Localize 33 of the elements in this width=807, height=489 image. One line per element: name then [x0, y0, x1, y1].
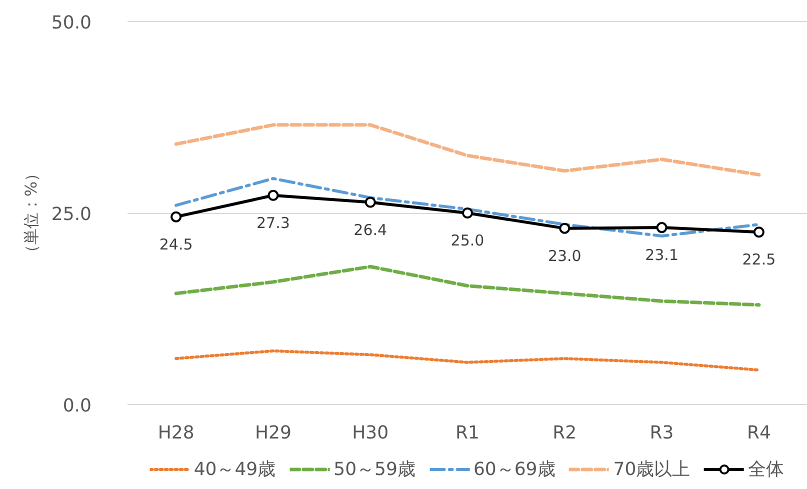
- point: [462, 208, 473, 218]
- line-series: [174, 349, 760, 372]
- legend-label: 60～69歳: [473, 458, 556, 481]
- point: [753, 226, 764, 238]
- x-tick-label: R4: [746, 422, 771, 444]
- data-label: 25.0: [450, 232, 484, 250]
- data-label: 22.5: [742, 250, 776, 269]
- data-label: 24.5: [159, 235, 193, 254]
- x-tick-label: R3: [650, 422, 674, 444]
- legend-label: 40～49歳: [194, 458, 276, 481]
- point: [268, 190, 279, 201]
- x-tick-label: H30: [352, 422, 389, 444]
- y-tick-label: 25.0: [51, 204, 92, 225]
- y-axis-title: （単位：%）: [21, 165, 40, 261]
- x-tick-label: R2: [552, 422, 577, 444]
- x-tick-label: H29: [254, 422, 292, 444]
- y-tick-label: 0.0: [62, 396, 92, 416]
- data-label: 23.0: [548, 246, 582, 265]
- legend-label: 70歳以上: [613, 458, 690, 481]
- point: [656, 222, 668, 234]
- data-label: 26.4: [354, 220, 388, 239]
- point: [559, 222, 570, 234]
- data-label: 27.3: [256, 214, 290, 232]
- data-label: 23.1: [645, 246, 678, 264]
- legend-label: 50～59歳: [334, 458, 416, 481]
- line-series: [174, 264, 761, 307]
- point: [170, 211, 182, 222]
- line-series: [174, 123, 761, 176]
- y-tick-label: 50.0: [51, 12, 92, 34]
- point: [364, 196, 376, 208]
- x-tick-label: H28: [158, 422, 194, 444]
- x-tick-label: R1: [456, 422, 480, 444]
- legend-label: 全体: [748, 458, 784, 481]
